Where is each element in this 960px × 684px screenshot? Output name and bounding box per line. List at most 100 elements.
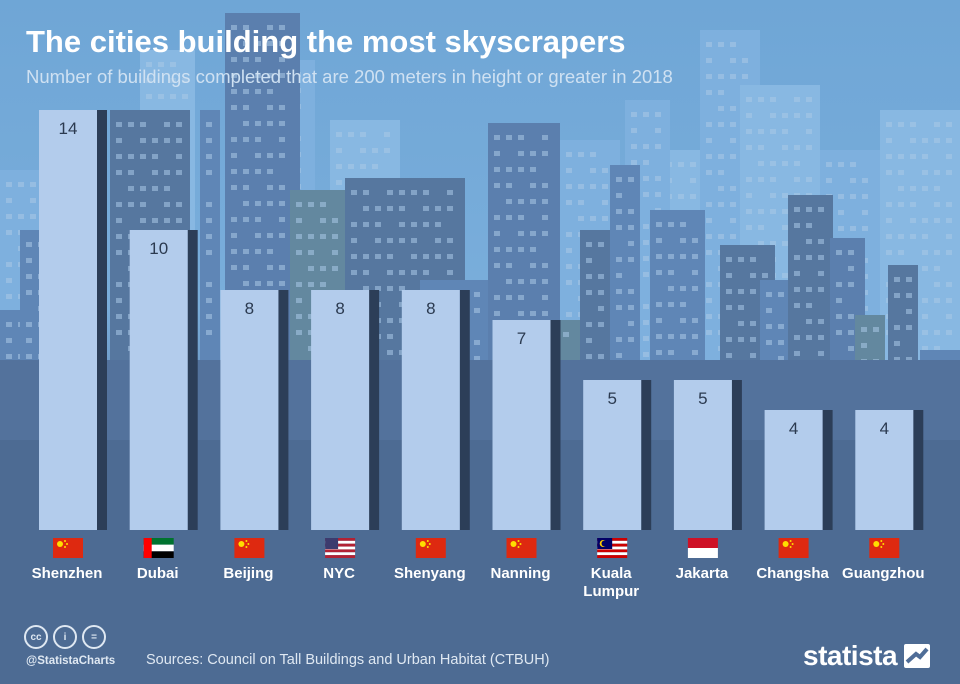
skyline-window: [894, 277, 900, 282]
skyline-window: [140, 186, 146, 191]
skyline-window: [566, 152, 572, 157]
skyline-window: [243, 217, 249, 222]
skyline-window: [348, 164, 354, 169]
skyline-window: [746, 113, 752, 118]
skyline-window: [578, 216, 584, 221]
skyline-window: [590, 152, 596, 157]
skyline-window: [447, 190, 453, 195]
skyline-window: [231, 105, 237, 110]
country-flag-icon: [869, 538, 900, 558]
skyline-window: [750, 273, 756, 278]
skyline-window: [898, 170, 904, 175]
skyline-window: [750, 321, 756, 326]
bar-value-label: 4: [789, 419, 798, 438]
skyline-window: [243, 41, 249, 46]
bar-value-label: 5: [698, 389, 707, 408]
skyline-window: [6, 262, 12, 267]
skyline-window: [690, 194, 696, 199]
skyline-window: [746, 209, 752, 214]
skyline-window: [267, 233, 273, 238]
skyline-window: [794, 223, 800, 228]
skyline-window: [706, 154, 712, 159]
bar-value-label: 5: [607, 389, 616, 408]
skyline-window: [447, 238, 453, 243]
skyline-window: [279, 153, 285, 158]
skyline-window: [758, 161, 764, 166]
bar-side: [731, 380, 742, 530]
skyline-window: [668, 302, 674, 307]
skyline-window: [616, 193, 622, 198]
statista-logo[interactable]: statista: [803, 640, 931, 672]
skyline-window: [934, 170, 940, 175]
skyline-window: [372, 148, 378, 153]
skyline-window: [206, 218, 212, 223]
skyline-window: [655, 112, 661, 117]
social-handle[interactable]: @StatistaCharts: [26, 655, 116, 667]
skyline-window: [332, 266, 338, 271]
skyline-window: [616, 337, 622, 342]
skyline-window: [794, 271, 800, 276]
skyline-window: [363, 286, 369, 291]
skyline-window: [182, 78, 188, 83]
skyline-window: [506, 263, 512, 268]
skyline-window: [922, 250, 928, 255]
skyline-window: [894, 325, 900, 330]
skyline-window: [231, 73, 237, 78]
skyline-window: [643, 224, 649, 229]
skyline-window: [518, 199, 524, 204]
skyline-window: [922, 170, 928, 175]
category-label: NYC: [323, 565, 355, 582]
skyline-window: [26, 322, 32, 327]
skyline-window: [794, 351, 800, 356]
skyline-window: [750, 337, 756, 342]
bar: [39, 110, 97, 530]
skyline-window: [770, 113, 776, 118]
skyline-window: [176, 170, 182, 175]
category-label: Shenyang: [394, 565, 466, 582]
skyline-window: [363, 222, 369, 227]
skyline-window: [494, 151, 500, 156]
skyline-window: [730, 234, 736, 239]
skyline-window: [628, 225, 634, 230]
skyline-window: [518, 215, 524, 220]
skyline-window: [668, 350, 674, 355]
skyline-window: [243, 185, 249, 190]
skyline-window: [730, 202, 736, 207]
skyline-window: [308, 202, 314, 207]
skyline-window: [128, 154, 134, 159]
skyline-window: [655, 128, 661, 133]
skyline-window: [140, 218, 146, 223]
skyline-window: [631, 144, 637, 149]
skyline-window: [946, 138, 952, 143]
skyline-window: [934, 186, 940, 191]
skyline-window: [530, 279, 536, 284]
skyline-window: [628, 337, 634, 342]
skyline-window: [836, 282, 842, 287]
skyline-window: [910, 234, 916, 239]
skyline-window: [351, 222, 357, 227]
skyline-window: [794, 113, 800, 118]
skyline-window: [474, 340, 480, 345]
country-flag-icon: [687, 538, 718, 558]
skyline-window: [616, 305, 622, 310]
skyline-window: [730, 138, 736, 143]
skyline-window: [706, 74, 712, 79]
bar-group: 8 Beijing: [220, 290, 289, 582]
skyline-window: [267, 169, 273, 174]
skyline-window: [770, 97, 776, 102]
skyline-window: [530, 199, 536, 204]
skyline-window: [435, 238, 441, 243]
skyline-window: [387, 206, 393, 211]
skyline-window: [566, 264, 572, 269]
skyline-window: [643, 176, 649, 181]
skyline-window: [336, 132, 342, 137]
skyline-window: [806, 113, 812, 118]
skyline-window: [474, 308, 480, 313]
skyline-window: [351, 190, 357, 195]
skyline-window: [934, 122, 940, 127]
skyline-window: [806, 207, 812, 212]
skyline-window: [308, 266, 314, 271]
skyline-window: [518, 135, 524, 140]
skyline-window: [26, 242, 32, 247]
